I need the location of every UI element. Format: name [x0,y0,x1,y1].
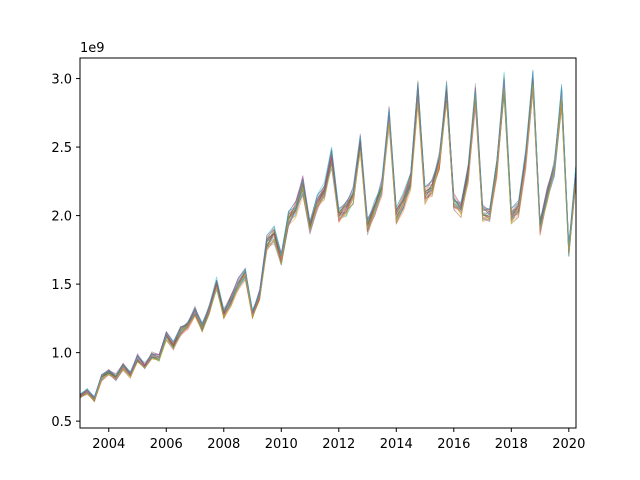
plot-frame [79,57,577,429]
x-tick-label: 2012 [322,437,355,452]
x-tick-label: 2014 [380,437,413,452]
x-tick-label: 2016 [437,437,470,452]
y-offset-label: 1e9 [80,41,105,56]
x-tick-label: 2010 [265,437,298,452]
series-line [80,69,576,399]
y-tick-label: 3.0 [51,73,72,88]
x-tick-label: 2004 [92,437,125,452]
y-tick-label: 0.5 [51,415,72,430]
y-axis: 0.5 1.0 1.5 2.0 2.5 3.0 [51,73,80,430]
x-tick-label: 2008 [207,437,240,452]
x-tick-label: 2018 [495,437,528,452]
plot-background [80,58,576,428]
y-tick-label: 1.0 [51,347,72,362]
y-tick-label: 1.5 [51,278,72,293]
y-tick-label: 2.0 [51,210,72,225]
x-axis: 2004 2006 2008 2010 2012 2014 2016 2018 2020 [92,428,585,452]
y-tick-label: 2.5 [51,141,72,156]
x-tick-label: 2006 [150,437,183,452]
series-line [80,83,576,401]
series-layer [80,69,576,403]
x-tick-label: 2020 [552,437,585,452]
